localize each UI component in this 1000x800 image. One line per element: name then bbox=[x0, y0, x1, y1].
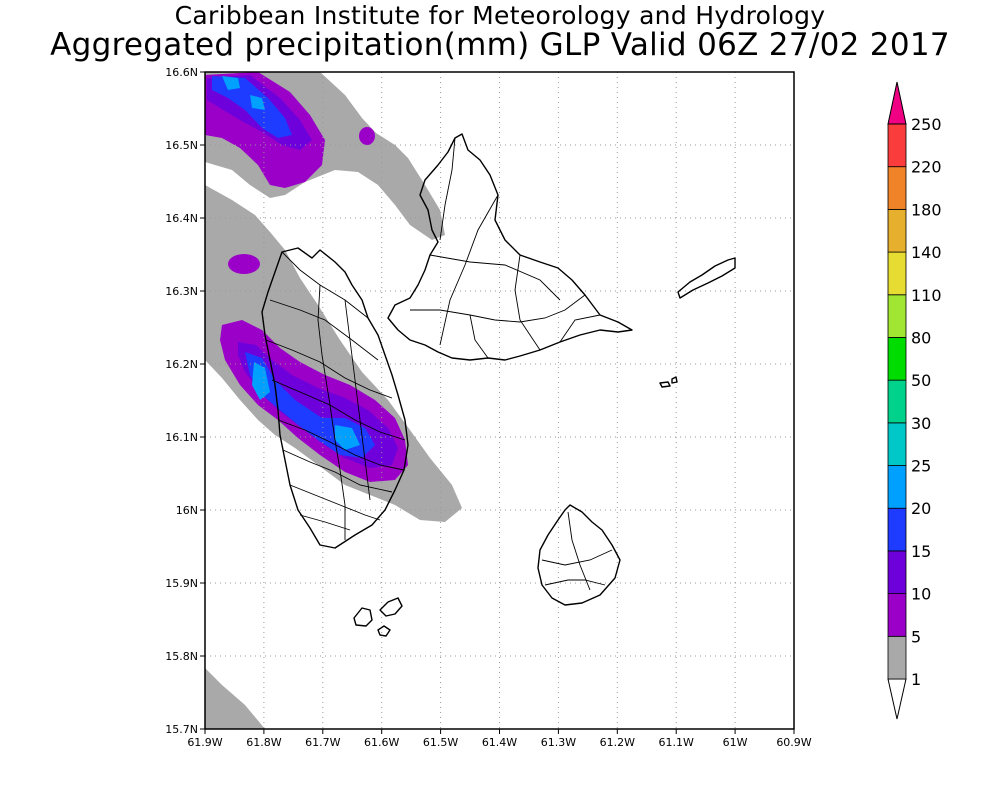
legend-level-label: 1 bbox=[911, 670, 921, 689]
lat-tick-label: 15.9N bbox=[165, 577, 198, 590]
legend-level-label: 180 bbox=[911, 200, 942, 219]
legend-bin bbox=[887, 379, 907, 424]
legend-bin bbox=[887, 294, 907, 338]
lat-tick-label: 16.3N bbox=[165, 285, 198, 298]
legend-bin-below bbox=[887, 678, 907, 720]
legend-bin bbox=[887, 337, 907, 381]
legend-level-label: 50 bbox=[911, 371, 931, 390]
legend-level-label: 250 bbox=[911, 115, 942, 134]
legend-level-label: 15 bbox=[911, 542, 931, 561]
lon-tick-label: 61W bbox=[723, 736, 748, 749]
island-petite-terre bbox=[659, 376, 678, 388]
lat-tick-label: 16.2N bbox=[165, 358, 198, 371]
legend-level-label: 25 bbox=[911, 457, 931, 476]
legend-level-label: 140 bbox=[911, 243, 942, 262]
longitude-axis: 61.9W 61.8W 61.7W 61.6W 61.5W 61.4W 61.3W 61.2W… bbox=[187, 729, 812, 749]
lon-tick-label: 61.2W bbox=[600, 736, 635, 749]
lon-tick-label: 61.7W bbox=[305, 736, 340, 749]
map-subtitle: Aggregated precipitation(mm) GLP Valid 0… bbox=[50, 27, 950, 63]
lon-tick-label: 61.4W bbox=[482, 736, 517, 749]
lat-tick-label: 16.4N bbox=[165, 212, 198, 225]
legend-level-label: 5 bbox=[911, 627, 921, 646]
latitude-axis: 15.7N 15.8N 15.9N 16N 16.1N 16.2N 16.3N 16.4N 16… bbox=[165, 66, 205, 736]
legend-bin bbox=[887, 208, 907, 253]
precipitation-shading bbox=[205, 72, 462, 729]
lon-tick-label: 61.8W bbox=[246, 736, 281, 749]
lon-tick-label: 60.9W bbox=[776, 736, 811, 749]
lon-tick-label: 61.6W bbox=[364, 736, 399, 749]
legend-bin bbox=[887, 251, 907, 296]
legend-bin bbox=[887, 422, 907, 466]
legend-level-label: 220 bbox=[911, 158, 942, 177]
coastline bbox=[261, 133, 736, 637]
precip-area-5mm-spot bbox=[228, 254, 260, 274]
legend-bin bbox=[887, 123, 907, 168]
legend-level-label: 30 bbox=[911, 414, 931, 433]
precip-area-20mm-central bbox=[252, 362, 360, 450]
legend-bin bbox=[887, 593, 907, 637]
island-la-desirade bbox=[677, 257, 736, 299]
legend-bin bbox=[887, 507, 907, 552]
island-les-saintes-west bbox=[353, 607, 373, 627]
legend-level-label: 20 bbox=[911, 499, 931, 518]
precip-area-5mm-dot bbox=[359, 127, 375, 145]
island-grande-terre bbox=[387, 133, 633, 361]
island-les-saintes-east bbox=[377, 597, 403, 637]
legend-bin-above bbox=[887, 81, 907, 125]
lon-tick-label: 61.5W bbox=[423, 736, 458, 749]
legend-bin bbox=[887, 635, 907, 680]
lat-tick-label: 15.8N bbox=[165, 650, 198, 663]
legend-bin bbox=[887, 550, 907, 595]
lon-tick-label: 61.1W bbox=[659, 736, 694, 749]
legend-level-label: 110 bbox=[911, 286, 942, 305]
legend-level-label: 10 bbox=[911, 585, 931, 604]
precip-area-20mm-north bbox=[222, 76, 265, 110]
lat-tick-label: 16.6N bbox=[165, 66, 198, 79]
lat-tick-label: 16N bbox=[176, 504, 198, 517]
island-basse-terre bbox=[261, 247, 409, 549]
precip-area-1mm-southwest bbox=[205, 668, 265, 729]
legend-bin bbox=[887, 465, 907, 509]
legend-level-label: 80 bbox=[911, 328, 931, 347]
graticule bbox=[205, 72, 794, 729]
lat-tick-label: 16.1N bbox=[165, 431, 198, 444]
legend-bin bbox=[887, 166, 907, 210]
lon-tick-label: 61.9W bbox=[187, 736, 222, 749]
map-title: Caribbean Institute for Meteorology and … bbox=[174, 1, 826, 30]
lon-tick-label: 61.3W bbox=[541, 736, 576, 749]
commune-boundaries bbox=[265, 137, 613, 591]
island-marie-galante bbox=[537, 504, 621, 606]
lat-tick-label: 16.5N bbox=[165, 139, 198, 152]
lat-tick-label: 15.7N bbox=[165, 723, 198, 736]
